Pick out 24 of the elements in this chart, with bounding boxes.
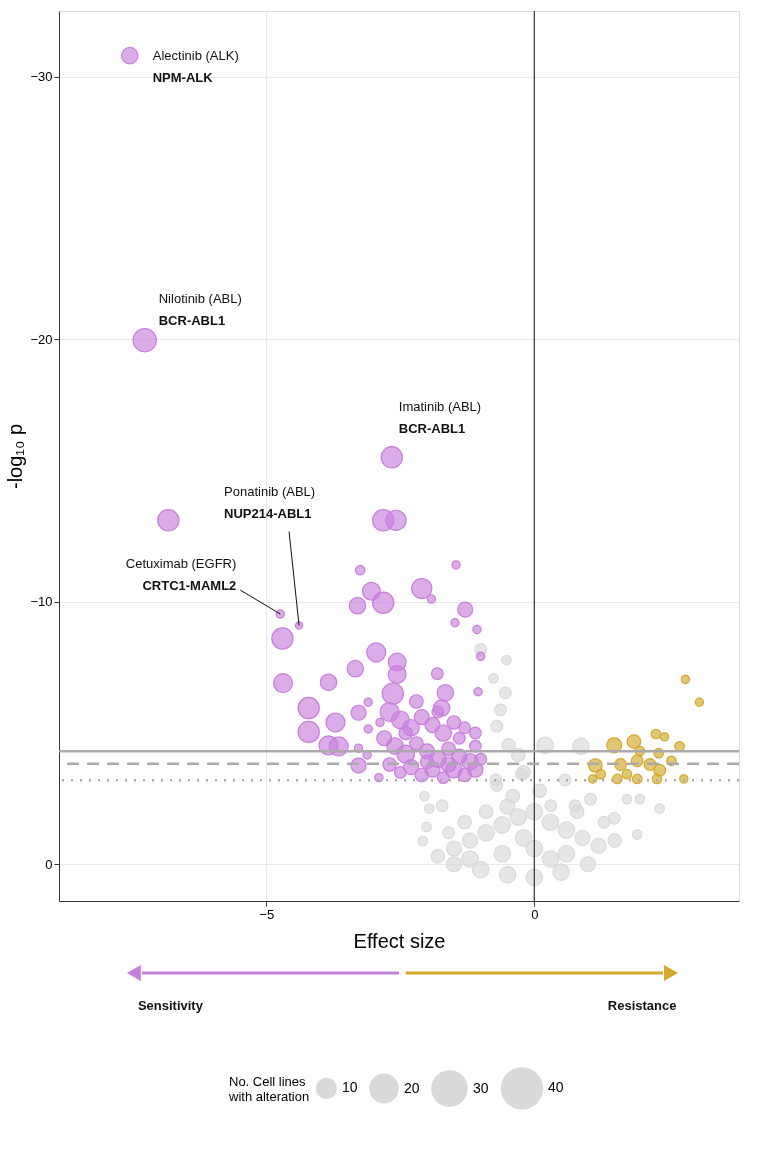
annotation: NPM-ALK: [152, 69, 214, 85]
x-axis-title: Effect size: [353, 929, 446, 952]
annotation: NUP214-ABL1: [224, 505, 312, 521]
legend-label: 30: [473, 1079, 489, 1096]
annotation: CRTC1-MAML2: [142, 578, 237, 594]
text: Resistance: [607, 998, 677, 1013]
text: Sensitivity: [137, 998, 204, 1013]
annotation: Alectinib (ALK): [152, 47, 239, 63]
legend-label: 20: [404, 1079, 420, 1096]
annotation: BCR-ABL1: [398, 421, 466, 437]
annotation: Nilotinib (ABL): [158, 291, 242, 307]
annotation: Cetuximab (EGFR): [125, 556, 237, 572]
annotation: BCR-ABL1: [158, 313, 226, 329]
legend-label: 40: [548, 1079, 564, 1096]
y-tick-label: 0: [45, 856, 53, 872]
y-tick-label: −20: [30, 331, 53, 347]
y-axis-title: -log₁₀ p: [4, 423, 27, 490]
x-tick-label: −5: [259, 906, 275, 922]
annotation: Ponatinib (ABL): [224, 483, 316, 499]
y-tick-label: −30: [30, 69, 53, 85]
legend-title: No. Cell lines with alteration: [228, 1074, 310, 1104]
annotation: Imatinib (ABL): [398, 399, 482, 415]
legend-label: 10: [342, 1079, 358, 1096]
y-tick-label: −10: [30, 594, 53, 610]
